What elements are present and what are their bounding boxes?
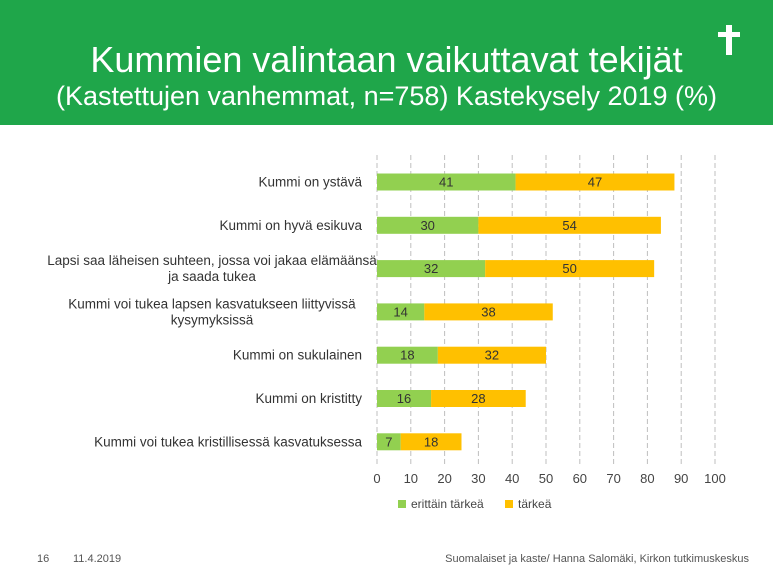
data-label: 18 [400, 348, 414, 363]
data-label: 38 [481, 304, 495, 319]
data-label: 32 [424, 261, 438, 276]
page-number: 16 [37, 553, 49, 565]
category-label: Lapsi saa läheisen suhteen, jossa voi ja… [47, 253, 377, 268]
category-label: Kummi voi tukea kristillisessä kasvatuks… [94, 434, 362, 449]
slide-subtitle: (Kastettujen vanhemmat, n=758) Kastekyse… [0, 80, 773, 112]
x-tick-label: 70 [606, 471, 620, 486]
data-label: 14 [393, 304, 407, 319]
data-label: 7 [385, 434, 392, 449]
data-label: 18 [424, 434, 438, 449]
x-tick-label: 90 [674, 471, 688, 486]
data-label: 47 [588, 175, 602, 190]
x-tick-label: 10 [404, 471, 418, 486]
chart-legend: erittäin tärkeä tärkeä [398, 497, 569, 511]
category-label: Kummi on kristitty [255, 391, 362, 406]
data-label: 41 [439, 175, 453, 190]
legend-swatch-series-1 [398, 500, 406, 508]
data-label: 16 [397, 391, 411, 406]
x-tick-label: 100 [704, 471, 726, 486]
bar-chart: 41 47 30 54 32 50 14 38 18 32 16 28 7 18 Kummi on yst… [0, 125, 773, 495]
x-tick-label: 60 [573, 471, 587, 486]
footer-date: 11.4.2019 [73, 553, 121, 565]
x-tick-label: 50 [539, 471, 553, 486]
x-tick-label: 40 [505, 471, 519, 486]
x-axis-ticks: 0 10 20 30 40 50 60 70 80 90 100 [373, 471, 725, 486]
legend-label-series-2: tärkeä [518, 497, 551, 511]
category-label: Kummi on hyvä esikuva [219, 218, 362, 233]
chart-bars: 41 47 30 54 32 50 14 38 18 32 16 28 7 18 [377, 174, 674, 451]
data-label: 32 [485, 348, 499, 363]
cross-icon [716, 25, 742, 55]
legend-swatch-series-2 [505, 500, 513, 508]
category-labels: Kummi on ystävä Kummi on hyvä esikuva Laps… [47, 175, 377, 450]
x-tick-label: 20 [437, 471, 451, 486]
category-label: Kummi on ystävä [258, 175, 362, 190]
footer-source: Suomalaiset ja kaste/ Hanna Salomäki, Ki… [445, 553, 749, 565]
data-label: 54 [562, 218, 576, 233]
legend-item-series-2: tärkeä [505, 497, 551, 511]
x-tick-label: 30 [471, 471, 485, 486]
x-tick-label: 0 [373, 471, 380, 486]
x-tick-label: 80 [640, 471, 654, 486]
data-label: 30 [420, 218, 434, 233]
legend-label-series-1: erittäin tärkeä [411, 497, 484, 511]
category-label: kysymyksissä [171, 312, 254, 327]
category-label: Kummi on sukulainen [233, 348, 362, 363]
data-label: 28 [471, 391, 485, 406]
slide-title: Kummien valintaan vaikuttavat tekijät [0, 40, 773, 80]
category-label: Kummi voi tukea lapsen kasvatukseen liit… [68, 296, 356, 311]
category-label: ja saada tukea [167, 269, 256, 284]
legend-item-series-1: erittäin tärkeä [398, 497, 484, 511]
header-banner: Kummien valintaan vaikuttavat tekijät (K… [0, 0, 773, 125]
data-label: 50 [562, 261, 576, 276]
